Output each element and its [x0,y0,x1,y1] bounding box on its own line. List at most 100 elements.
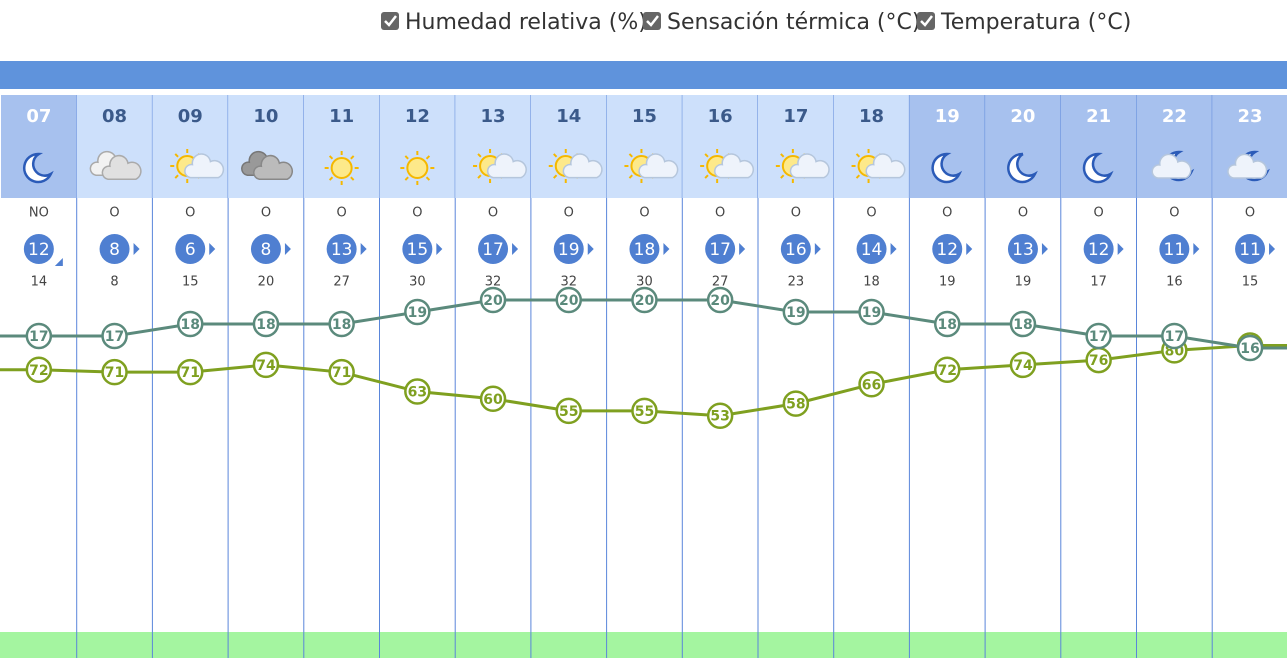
hour-label: 15 [632,106,657,127]
legend: Humedad relativa (%) Sensación térmica (°… [381,10,1131,35]
humidity-label: 76 [1089,353,1108,369]
humidity-label: 55 [559,404,578,420]
sun-ray [553,174,558,179]
wind-speed-badge [932,234,963,264]
wind-arrow [587,243,594,255]
humidity-label: 66 [862,377,881,393]
wind-speed-badge [478,234,509,264]
humidity-marker [404,378,431,405]
wind-direction: O [1169,206,1179,221]
wind-speed-badge [1083,234,1114,264]
wind-arrow [1041,243,1048,255]
cloud [562,153,603,179]
hour-label: 16 [708,106,733,127]
humidity-marker [782,390,810,417]
temperature-marker [1161,322,1188,350]
wind-arrow [739,243,746,255]
wind-speed: 11 [1239,240,1261,260]
humidity-label: 53 [710,409,729,425]
temperature-marker [25,322,53,350]
hour-header [606,95,683,198]
humidity-marker [25,356,53,384]
moon [1007,152,1038,184]
sun-ray [780,153,785,158]
wind-arrow [54,258,63,266]
wind-gust: 27 [712,275,729,290]
hour-header [1212,95,1287,198]
hour-label: 07 [26,106,51,127]
hour-header [1136,95,1213,198]
hour-header [455,95,531,198]
hour-label: 20 [1010,106,1035,127]
hour-label: 23 [1238,106,1263,127]
sun-ray [404,176,409,181]
cloud [865,153,906,179]
humidity-marker [252,351,280,379]
humidity-label: 72 [29,363,48,379]
hour-header [379,95,456,198]
temperature-label: 18 [181,317,200,333]
temperature-marker [934,310,961,338]
checkbox[interactable] [643,12,661,30]
wind-speed-badge [856,234,887,264]
wind-speed: 19 [558,240,580,260]
wind-direction: O [1245,206,1255,221]
wind-direction: NO [29,206,49,221]
hour-header [758,95,834,198]
wind-speed: 15 [407,240,429,260]
temperature-label: 20 [483,293,503,309]
temperature-label: 17 [1089,329,1108,345]
cloud [714,153,755,179]
temperature-label: 17 [1165,329,1184,345]
hour-label: 21 [1086,106,1111,127]
hour-label: 11 [329,106,354,127]
wind-arrow [1193,243,1200,255]
sun-ray [425,176,431,181]
wind-speed: 13 [331,240,353,260]
wind-speed-badge [1159,234,1190,264]
wind-arrow [436,243,443,255]
humidity-marker [555,397,582,425]
temperature-label: 20 [710,293,730,309]
wind-gust: 23 [788,275,805,290]
checkmark [646,15,659,27]
humidity-label: 72 [938,363,957,379]
sun-ray [704,174,709,179]
temperature-marker [177,310,204,338]
wind-arrow [966,243,973,255]
hour-header [833,95,910,198]
sun-ray [404,155,409,160]
temperature-label: 20 [635,293,655,309]
hour-header [76,95,153,198]
wind-gust: 30 [409,275,426,290]
temperature-marker [555,286,582,314]
checkbox[interactable] [381,12,399,30]
sun-ray [174,174,179,179]
hour-label: 12 [405,106,430,127]
cloud [789,153,830,179]
moon [1082,152,1114,184]
legend-label: Temperatura (°C) [940,10,1131,35]
wind-speed: 14 [861,240,883,260]
humidity-label: 74 [256,358,276,374]
checkmark [920,15,933,27]
humidity-marker [479,385,507,413]
wind-speed-badge [705,234,736,264]
wind-arrow [284,243,291,255]
cloud [1151,153,1192,179]
wind-direction: O [337,206,347,221]
wind-arrow [360,243,367,255]
wind-arrow [663,243,670,255]
sun-ray [174,153,179,158]
cloud [184,153,225,179]
wind-gust: 30 [636,275,653,290]
bottom-bar [0,632,1287,658]
wind-speed: 8 [109,240,120,260]
wind-speed: 13 [1012,240,1034,260]
wind-arrow [512,243,519,255]
temperature-label: 18 [938,317,957,333]
wind-gust: 16 [1166,275,1183,290]
temperature-label: 19 [786,305,805,321]
sun-ray [328,155,334,160]
checkbox[interactable] [917,12,935,30]
